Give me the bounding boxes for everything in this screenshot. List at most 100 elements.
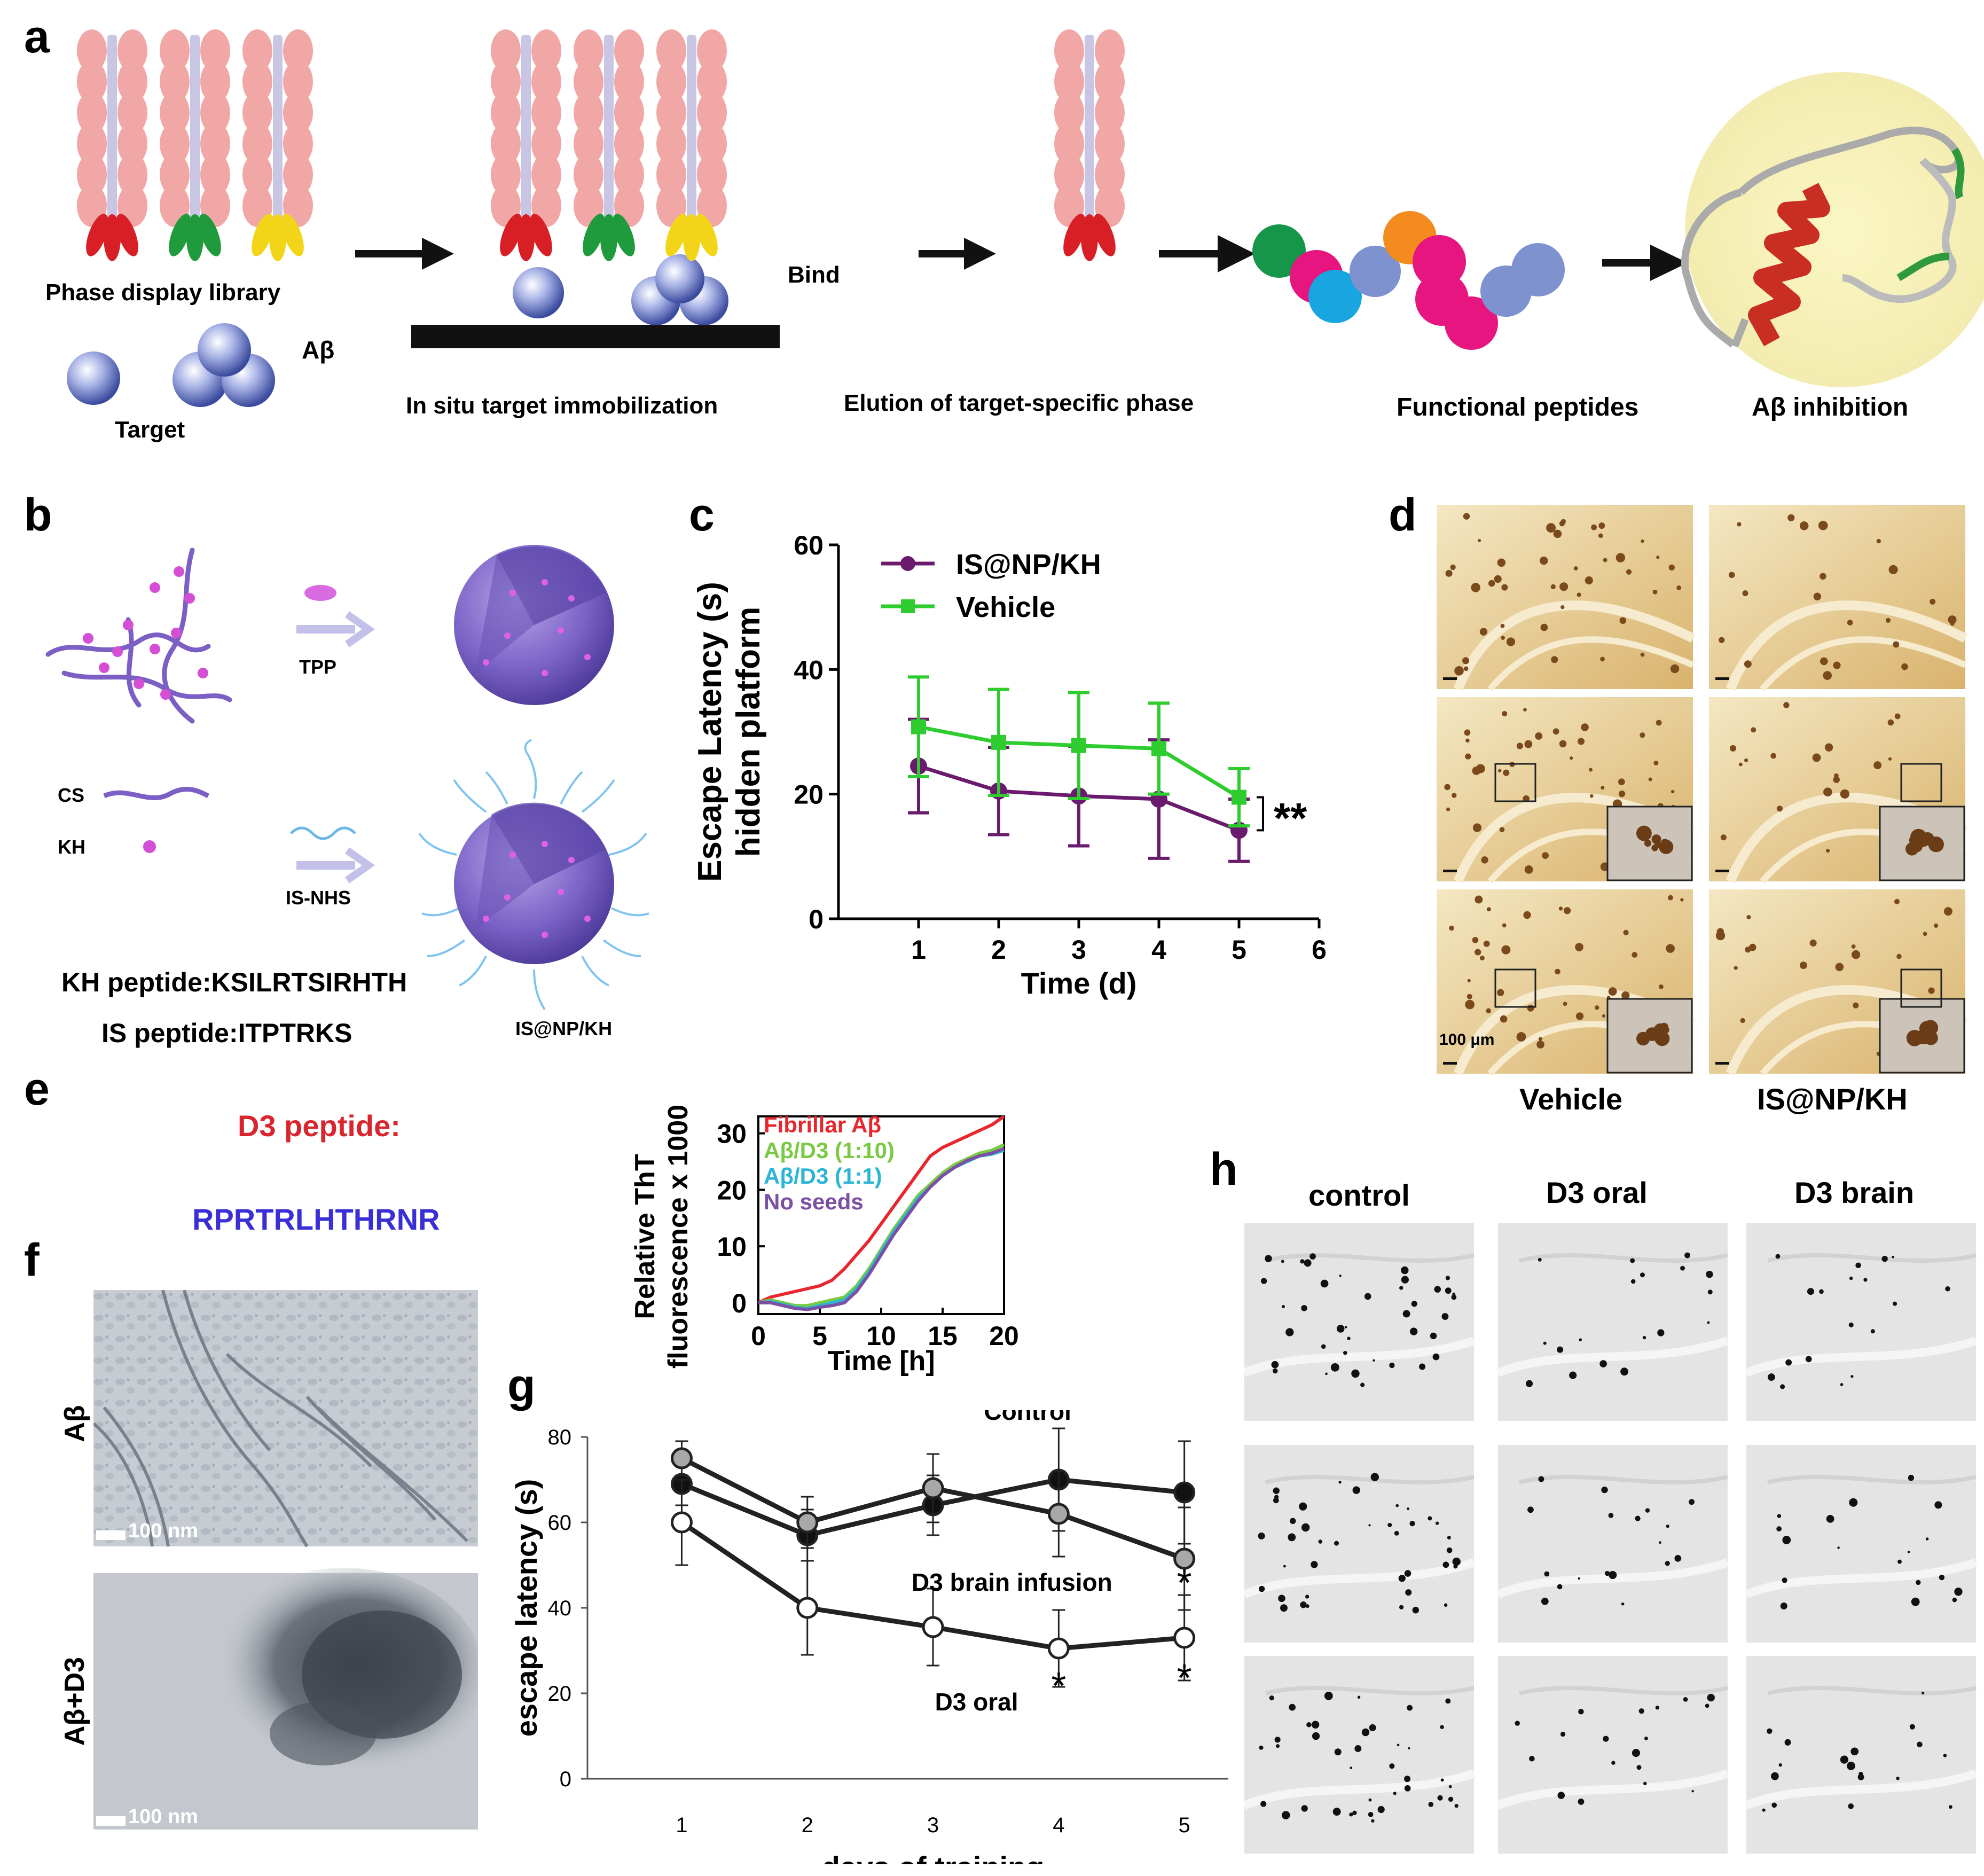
y-tick-label: 0: [732, 1288, 747, 1318]
abeta-structure: [1681, 72, 1984, 387]
histology-image: [1744, 1445, 1978, 1643]
x-tick-label: 5: [1179, 1814, 1190, 1837]
is-nhs-label: IS-NHS: [286, 887, 351, 909]
kh-label: KH: [58, 836, 85, 858]
scale-label-tem-1: 100 nm: [128, 1520, 198, 1542]
y-tick-label: 30: [717, 1119, 747, 1149]
x-tick-label: 6: [1312, 935, 1327, 965]
abeta-label: Aβ: [302, 336, 335, 364]
row-label-abeta-d3: Aβ+D3: [59, 1656, 90, 1746]
significance-star: *: [1177, 1657, 1192, 1700]
x-axis-label: days of training: [822, 1850, 1045, 1864]
library-label: Phase display library: [45, 279, 281, 306]
y-tick-label: 0: [809, 904, 824, 934]
phage-icon: [77, 29, 147, 261]
series-label: D3 oral: [935, 1688, 1018, 1716]
chart-g: 0 20 40 60 80 1 2 3 4 5 days of training escape lat…: [513, 1410, 1228, 1864]
histology-image: [1709, 505, 1968, 691]
phage-icon: [1054, 29, 1125, 261]
histology-image: [1496, 1656, 1729, 1854]
y-tick-label: 20: [548, 1682, 572, 1706]
functional-peptides-chain: [1252, 211, 1565, 350]
data-point: [911, 719, 926, 734]
x-tick-label: 1: [676, 1814, 687, 1837]
y-tick-label: 80: [548, 1426, 572, 1449]
y-tick-label: 10: [717, 1232, 747, 1262]
target-spheres: [67, 323, 275, 407]
column-label-isnp: IS@NP/KH: [1757, 1082, 1908, 1116]
data-point: [1071, 738, 1086, 753]
y-tick-label: 60: [548, 1511, 572, 1535]
legend-label: Aβ/D3 (1:1): [764, 1163, 882, 1189]
arrow-icon: [1159, 235, 1255, 272]
data-point: [922, 1616, 944, 1638]
panel-letter-h: h: [1210, 1144, 1238, 1195]
panel-f-tem: [93, 1290, 478, 1830]
x-tick-label: 10: [866, 1321, 896, 1351]
panel-letter-c: c: [689, 489, 715, 541]
d3-peptide-title: D3 peptide:: [238, 1109, 401, 1143]
y-tick-label: 20: [717, 1175, 747, 1205]
immobilization-label: In situ target immobilization: [406, 393, 718, 419]
data-point: [1232, 790, 1246, 805]
panel-letter-a: a: [24, 11, 50, 62]
y-axis-label: escape latency (s): [513, 1479, 543, 1737]
x-tick-label: 5: [812, 1321, 827, 1351]
histology-image: [1496, 1445, 1729, 1643]
histology-image: [1437, 697, 1696, 884]
phage-icon: [491, 29, 561, 261]
panel-letter-g: g: [507, 1360, 536, 1411]
x-tick-label: 20: [989, 1321, 1019, 1351]
cs-label: CS: [58, 784, 85, 806]
histology-image: [1744, 1656, 1978, 1854]
legend-marker: [901, 599, 915, 613]
data-point: [1173, 1547, 1196, 1570]
arrow-icon: [919, 238, 996, 270]
phage-icon: [656, 29, 727, 261]
bound-target-spheres: [513, 254, 728, 325]
panel-letter-e: e: [24, 1064, 50, 1115]
panel-b-illustration: [45, 545, 649, 1011]
data-point: [1047, 1503, 1070, 1525]
histology-image: [1744, 1223, 1978, 1421]
series-label: D3 brain infusion: [912, 1568, 1112, 1596]
significance-star: *: [1177, 1562, 1192, 1605]
arrow-icon: [1602, 245, 1688, 281]
is-np-kh-particle: [418, 739, 649, 1011]
legend-label: Vehicle: [956, 591, 1055, 623]
y-tick-label: 20: [794, 780, 824, 810]
x-tick-label: 3: [927, 1814, 939, 1837]
histology-image: [1437, 505, 1696, 691]
data-point: [670, 1447, 693, 1469]
x-tick-label: 1: [911, 935, 926, 965]
phage-icon: [242, 29, 313, 261]
data-point: [796, 1597, 819, 1619]
is-nhs-icon: [290, 826, 356, 840]
data-point: [1173, 1481, 1196, 1504]
bind-label: Bind: [788, 262, 840, 288]
y-tick-label: 40: [548, 1597, 572, 1620]
histology-image: [1709, 889, 1968, 1076]
x-tick-label: 5: [1232, 935, 1246, 965]
tem-image-abeta-d3: [93, 1568, 478, 1830]
data-point: [1151, 741, 1166, 756]
significance-star: *: [1051, 1665, 1066, 1708]
y-axis-label: Escape Latency (s): [692, 582, 728, 882]
scale-label-tem-2: 100 nm: [128, 1805, 198, 1828]
panel-letter-d: d: [1389, 489, 1417, 541]
histology-image: [1244, 1445, 1476, 1643]
kh-dots: [83, 566, 208, 700]
polymer-network: [45, 548, 232, 724]
inhibition-label: Aβ inhibition: [1752, 393, 1909, 421]
column-label-control: control: [1308, 1178, 1410, 1212]
particle-label: IS@NP/KH: [515, 1018, 613, 1039]
data-point: [1173, 1627, 1196, 1649]
y-axis-label: fluorescence x 1000: [663, 1105, 694, 1369]
phage-icon: [574, 29, 644, 261]
y-axis-label: Relative ThT: [630, 1154, 661, 1319]
tpp-icon: [304, 585, 336, 601]
significance-label: **: [1274, 794, 1307, 842]
series-line: [757, 1115, 1005, 1304]
scale-bar-label: 100 μm: [1439, 1031, 1495, 1049]
panel-letter-b: b: [24, 489, 52, 541]
